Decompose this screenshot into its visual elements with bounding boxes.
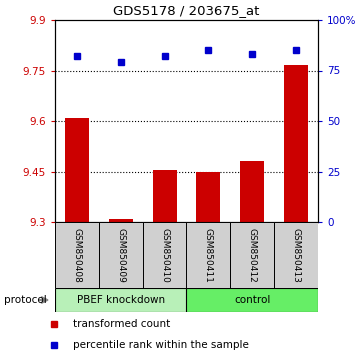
Bar [99, 222, 143, 288]
Text: percentile rank within the sample: percentile rank within the sample [73, 340, 249, 350]
Bar [55, 288, 187, 312]
Bar [187, 288, 318, 312]
Bar [187, 222, 230, 288]
Text: GSM850410: GSM850410 [160, 228, 169, 282]
Text: GSM850409: GSM850409 [116, 228, 125, 282]
Bar [196, 171, 221, 222]
Bar [240, 161, 264, 222]
Bar [55, 222, 99, 288]
Bar [274, 222, 318, 288]
Bar [284, 65, 308, 222]
Bar [153, 170, 177, 222]
Text: protocol: protocol [4, 295, 46, 305]
Text: transformed count: transformed count [73, 319, 170, 329]
Text: GSM850411: GSM850411 [204, 228, 213, 282]
Text: GSM850413: GSM850413 [292, 228, 301, 282]
Text: control: control [234, 295, 270, 305]
Bar [65, 118, 89, 222]
Bar [230, 222, 274, 288]
Title: GDS5178 / 203675_at: GDS5178 / 203675_at [113, 5, 260, 17]
Bar [143, 222, 187, 288]
Bar [109, 219, 133, 222]
Text: GSM850412: GSM850412 [248, 228, 257, 282]
Text: PBEF knockdown: PBEF knockdown [77, 295, 165, 305]
Text: GSM850408: GSM850408 [73, 228, 82, 282]
